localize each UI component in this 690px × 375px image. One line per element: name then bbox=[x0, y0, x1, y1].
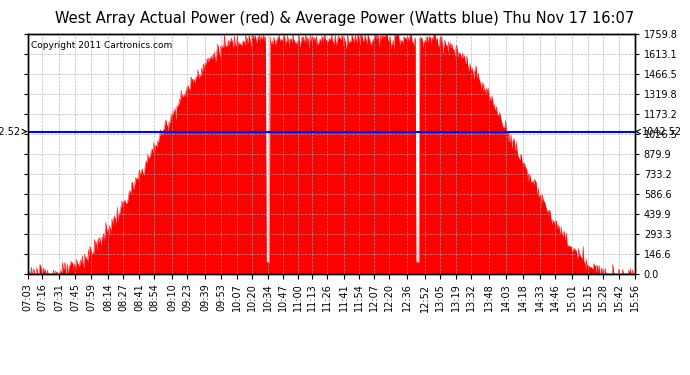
Text: 1042.52: 1042.52 bbox=[0, 127, 27, 136]
Text: 1042.52: 1042.52 bbox=[635, 127, 682, 136]
Text: Copyright 2011 Cartronics.com: Copyright 2011 Cartronics.com bbox=[30, 41, 172, 50]
Text: West Array Actual Power (red) & Average Power (Watts blue) Thu Nov 17 16:07: West Array Actual Power (red) & Average … bbox=[55, 11, 635, 26]
